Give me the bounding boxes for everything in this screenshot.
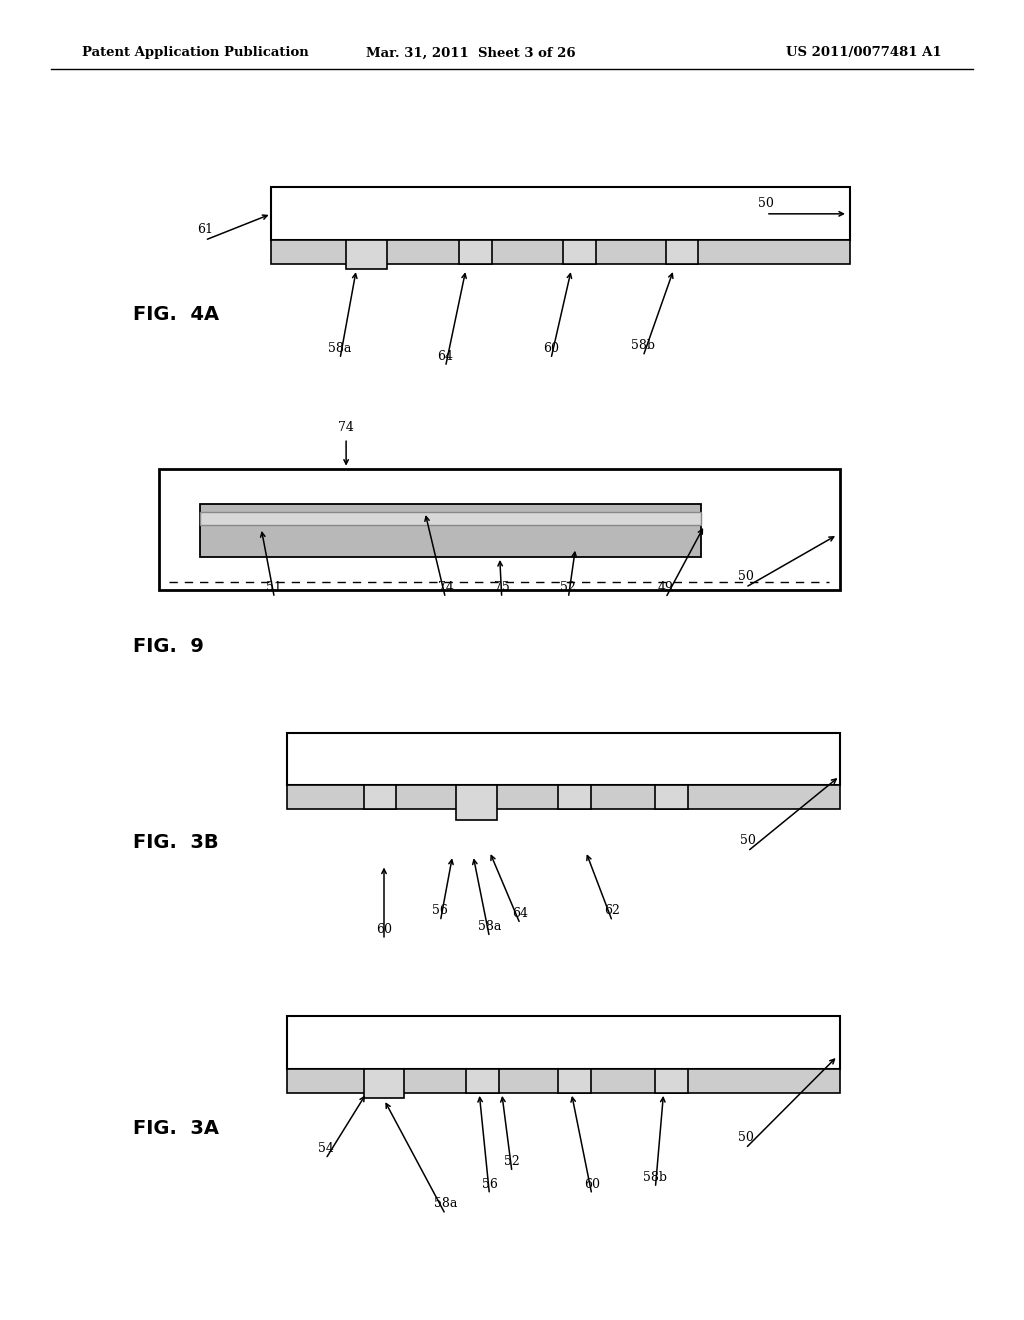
Text: 62: 62	[604, 904, 621, 917]
Text: 50: 50	[739, 834, 756, 847]
Text: 52: 52	[560, 581, 577, 594]
Polygon shape	[346, 240, 387, 269]
Text: 60: 60	[376, 923, 392, 936]
Polygon shape	[271, 187, 850, 240]
Text: Mar. 31, 2011  Sheet 3 of 26: Mar. 31, 2011 Sheet 3 of 26	[367, 46, 575, 59]
Text: FIG.  3A: FIG. 3A	[133, 1119, 219, 1138]
Text: 56: 56	[432, 904, 449, 917]
Text: FIG.  4A: FIG. 4A	[133, 305, 219, 323]
Text: 58a: 58a	[329, 342, 351, 355]
Text: 58a: 58a	[478, 920, 501, 933]
Text: 50: 50	[737, 1131, 754, 1144]
Polygon shape	[159, 469, 840, 590]
Text: FIG.  3B: FIG. 3B	[133, 833, 219, 851]
Text: 74: 74	[437, 581, 454, 594]
Polygon shape	[364, 785, 396, 809]
Polygon shape	[558, 1069, 591, 1093]
Polygon shape	[364, 1069, 404, 1098]
Polygon shape	[459, 240, 492, 264]
Polygon shape	[200, 504, 701, 557]
Polygon shape	[558, 785, 591, 809]
Text: 60: 60	[543, 342, 559, 355]
Text: 61: 61	[197, 223, 213, 236]
Text: 64: 64	[437, 350, 454, 363]
Text: 74: 74	[338, 421, 354, 434]
Text: 56: 56	[481, 1177, 498, 1191]
Polygon shape	[666, 240, 698, 264]
Polygon shape	[563, 240, 596, 264]
Text: 58b: 58b	[643, 1171, 668, 1184]
Text: 75: 75	[494, 581, 510, 594]
Polygon shape	[287, 733, 840, 785]
Polygon shape	[200, 512, 701, 525]
Text: 51: 51	[266, 581, 283, 594]
Polygon shape	[655, 785, 688, 809]
Text: 52: 52	[504, 1155, 520, 1168]
Text: 50: 50	[758, 197, 774, 210]
Text: 50: 50	[737, 570, 754, 583]
Text: 58a: 58a	[434, 1197, 457, 1210]
Text: FIG.  9: FIG. 9	[133, 638, 204, 656]
Polygon shape	[466, 1069, 499, 1093]
Polygon shape	[271, 240, 850, 264]
Polygon shape	[287, 1016, 840, 1069]
Text: 60: 60	[584, 1177, 600, 1191]
Polygon shape	[655, 1069, 688, 1093]
Text: 54: 54	[317, 1142, 334, 1155]
Text: US 2011/0077481 A1: US 2011/0077481 A1	[786, 46, 942, 59]
Text: 49: 49	[657, 581, 674, 594]
Polygon shape	[456, 785, 497, 820]
Polygon shape	[287, 785, 840, 809]
Text: Patent Application Publication: Patent Application Publication	[82, 46, 308, 59]
Polygon shape	[287, 1069, 840, 1093]
Text: 64: 64	[512, 907, 528, 920]
Text: 58b: 58b	[631, 339, 655, 352]
